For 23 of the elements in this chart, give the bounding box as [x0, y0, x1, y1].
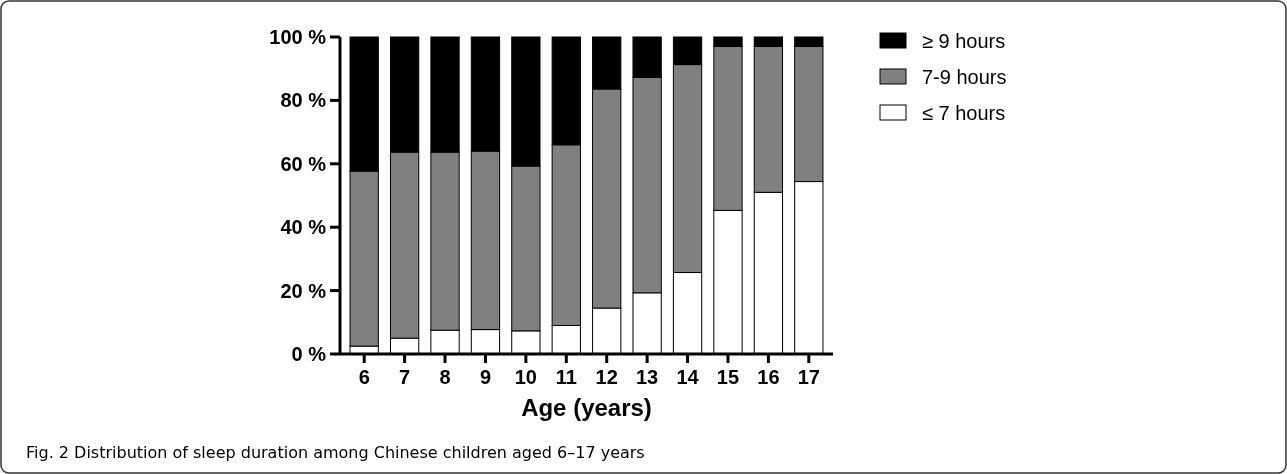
x-tick-label: 15 — [716, 366, 740, 388]
y-tick-label: 80 % — [280, 89, 327, 112]
x-tick-label: 16 — [757, 366, 780, 388]
x-tick-label: 13 — [636, 366, 659, 388]
legend-label: 7-9 hours — [922, 66, 1007, 88]
x-tick-label: 9 — [479, 366, 492, 388]
caption: Fig. 2 Distribution of sleep duration among Chinese children aged 6–17 years — [26, 443, 645, 462]
x-tick-label: 14 — [676, 366, 700, 388]
legend-label: ≥ 9 hours — [922, 30, 1006, 52]
x-axis-title: Age (years) — [521, 394, 652, 421]
x-tick-label: 8 — [439, 366, 451, 388]
y-tick-label: 40 % — [280, 216, 327, 239]
x-tick-label: 7 — [399, 366, 411, 388]
x-tick-label: 6 — [358, 366, 370, 388]
x-tick-label: 10 — [514, 366, 537, 388]
y-tick-label: 20 % — [280, 279, 327, 302]
x-tick-label: 17 — [797, 366, 820, 388]
y-tick-label: 60 % — [280, 152, 327, 175]
x-tick-label: 11 — [555, 366, 577, 388]
legend-label: ≤ 7 hours — [922, 102, 1006, 124]
y-tick-label: 100 % — [269, 26, 327, 48]
x-tick-label: 12 — [595, 366, 618, 388]
y-tick-label: 0 % — [291, 343, 327, 365]
